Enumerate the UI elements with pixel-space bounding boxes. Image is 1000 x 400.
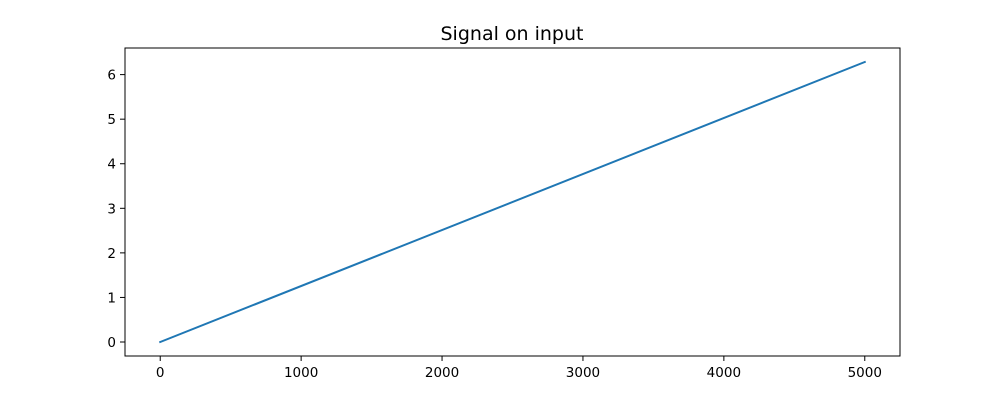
y-tick-label: 2 — [107, 246, 116, 262]
x-tick-label: 0 — [156, 365, 165, 381]
chart-title: Signal on input — [441, 23, 584, 45]
x-tick-label: 4000 — [707, 365, 741, 381]
x-tick-label: 1000 — [284, 365, 318, 381]
x-axis: 0 1000 2000 3000 4000 5000 — [156, 356, 882, 381]
y-axis: 0 1 2 3 4 5 6 — [107, 68, 125, 351]
y-tick-label: 4 — [107, 157, 116, 173]
y-tick-label: 6 — [107, 68, 116, 84]
y-tick-label: 3 — [107, 201, 116, 217]
series-layer — [158, 60, 867, 344]
y-tick-label: 1 — [107, 290, 116, 306]
x-tick-label: 3000 — [566, 365, 600, 381]
series-line-0 — [158, 60, 867, 344]
x-tick-label: 5000 — [848, 365, 882, 381]
plot-area-frame — [124, 47, 901, 357]
y-tick-label: 0 — [107, 335, 116, 351]
x-tick-label: 2000 — [425, 365, 459, 381]
y-tick-label: 5 — [107, 112, 116, 128]
